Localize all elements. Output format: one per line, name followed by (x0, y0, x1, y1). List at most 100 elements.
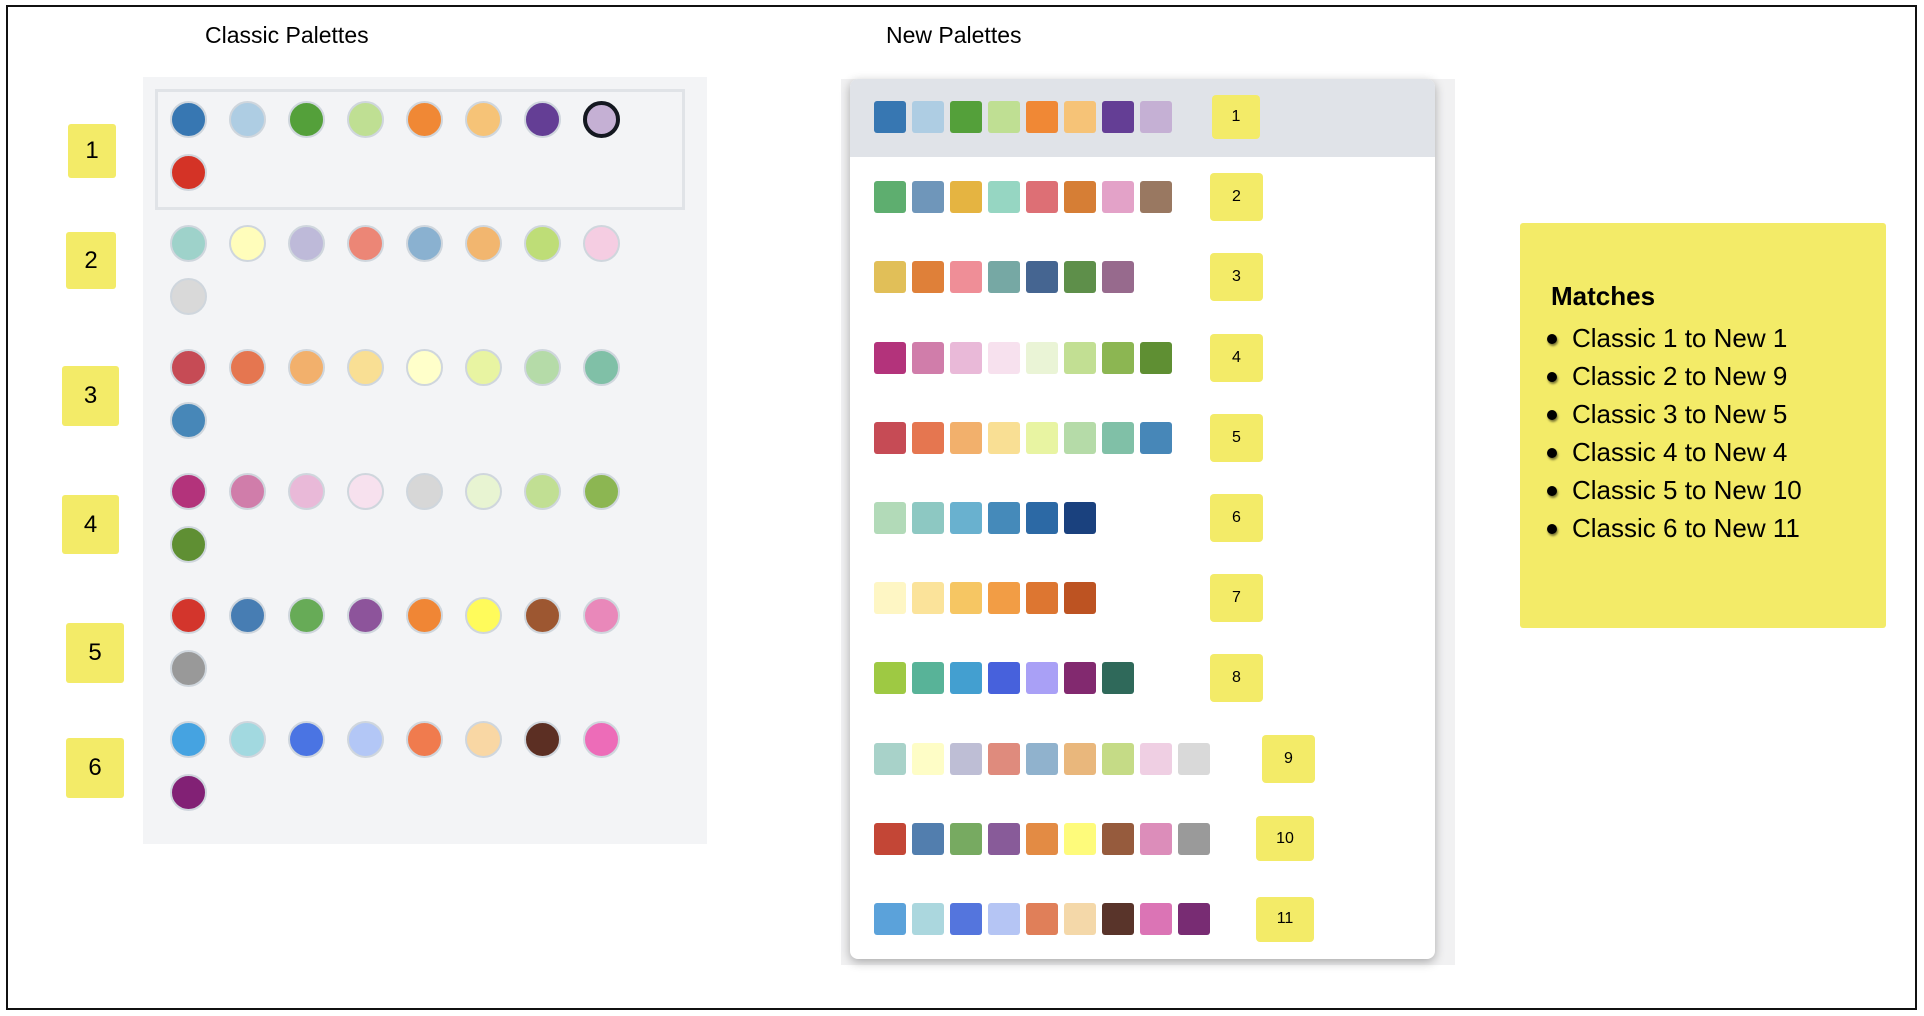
color-swatch-circle[interactable] (524, 225, 561, 262)
color-swatch-square (1064, 742, 1096, 775)
color-swatch-circle[interactable] (229, 721, 266, 758)
color-swatch-circle[interactable] (347, 597, 384, 634)
color-swatch-square (1102, 662, 1134, 695)
color-swatch-square (950, 261, 982, 294)
color-swatch-circle[interactable] (465, 721, 502, 758)
new-palette-label: 2 (1210, 173, 1263, 222)
color-swatch-circle[interactable] (524, 101, 561, 138)
color-swatch-square (874, 341, 906, 374)
color-swatch-circle[interactable] (347, 473, 384, 510)
color-swatch-circle[interactable] (524, 597, 561, 634)
color-swatch-circle[interactable] (347, 721, 384, 758)
color-swatch-circle[interactable] (583, 225, 620, 262)
color-swatch-circle[interactable] (347, 225, 384, 262)
color-swatch-square (988, 101, 1020, 133)
color-swatch-square (912, 742, 944, 775)
classic-palette-label: 5 (66, 623, 124, 683)
color-swatch-circle[interactable] (406, 597, 443, 634)
color-swatch-square (874, 502, 906, 534)
color-swatch-square (988, 742, 1020, 775)
color-swatch-square (1026, 903, 1058, 935)
color-swatch-circle[interactable] (406, 225, 443, 262)
match-item-text: Classic 3 to New 5 (1572, 399, 1788, 429)
color-swatch-circle[interactable] (288, 349, 325, 386)
color-swatch-circle[interactable] (524, 349, 561, 386)
color-swatch-circle[interactable] (288, 597, 325, 634)
color-swatch-circle[interactable] (406, 721, 443, 758)
color-swatch-square (874, 181, 906, 214)
color-swatch-circle[interactable] (170, 526, 207, 563)
color-swatch-square (1026, 101, 1058, 133)
color-swatch-square (912, 903, 944, 935)
color-swatch-square (1064, 261, 1096, 294)
color-swatch-square (1026, 421, 1058, 454)
color-swatch-square (950, 903, 982, 935)
color-swatch-circle[interactable] (170, 225, 207, 262)
match-item-text: Classic 1 to New 1 (1572, 323, 1788, 353)
color-swatch-square (1102, 903, 1134, 935)
color-swatch-circle[interactable] (406, 101, 443, 138)
color-swatch-circle[interactable] (465, 597, 502, 634)
color-swatch-circle[interactable] (229, 473, 266, 510)
classic-palette-label: 1 (68, 124, 116, 178)
color-swatch-circle[interactable] (229, 349, 266, 386)
color-swatch-square (912, 822, 944, 855)
color-swatch-circle[interactable] (229, 597, 266, 634)
color-swatch-circle[interactable] (288, 225, 325, 262)
color-swatch-circle[interactable] (347, 349, 384, 386)
color-swatch-circle[interactable] (229, 101, 266, 138)
color-swatch-circle[interactable] (406, 473, 443, 510)
color-swatch-square (1102, 181, 1134, 214)
color-swatch-square (912, 341, 944, 374)
bullet-icon (1547, 334, 1557, 344)
color-swatch-square (950, 742, 982, 775)
matches-note: Matches Classic 1 to New 1 Classic 2 to N… (1520, 223, 1886, 628)
color-swatch-square (1140, 822, 1172, 855)
color-swatch-square (1064, 101, 1096, 133)
color-swatch-circle[interactable] (583, 721, 620, 758)
color-swatch-circle[interactable] (170, 650, 207, 687)
color-swatch-square (912, 261, 944, 294)
color-swatch-circle[interactable] (170, 721, 207, 758)
color-swatch-circle[interactable] (583, 349, 620, 386)
color-swatch-circle[interactable] (465, 225, 502, 262)
color-swatch-circle[interactable] (583, 101, 620, 138)
color-swatch-circle[interactable] (288, 473, 325, 510)
color-swatch-square (988, 181, 1020, 214)
color-swatch-square (1178, 903, 1210, 935)
color-swatch-circle[interactable] (170, 774, 207, 811)
color-swatch-circle[interactable] (170, 278, 207, 315)
color-swatch-circle[interactable] (465, 101, 502, 138)
color-swatch-square (950, 341, 982, 374)
color-swatch-square (1140, 742, 1172, 775)
color-swatch-circle[interactable] (288, 721, 325, 758)
color-swatch-circle[interactable] (170, 597, 207, 634)
match-item-text: Classic 2 to New 9 (1572, 361, 1788, 391)
color-swatch-circle[interactable] (170, 101, 207, 138)
color-swatch-circle[interactable] (465, 349, 502, 386)
color-swatch-circle[interactable] (583, 473, 620, 510)
color-swatch-square (1026, 662, 1058, 695)
color-swatch-square (1026, 341, 1058, 374)
color-swatch-square (1064, 502, 1096, 534)
match-item-text: Classic 5 to New 10 (1572, 475, 1802, 505)
color-swatch-circle[interactable] (406, 349, 443, 386)
color-swatch-circle[interactable] (229, 225, 266, 262)
color-swatch-circle[interactable] (170, 473, 207, 510)
color-swatch-square (988, 822, 1020, 855)
color-swatch-circle[interactable] (170, 402, 207, 439)
color-swatch-square (1178, 742, 1210, 775)
bullet-icon (1547, 486, 1557, 496)
color-swatch-circle[interactable] (583, 597, 620, 634)
color-swatch-circle[interactable] (170, 154, 207, 191)
color-swatch-square (1026, 822, 1058, 855)
bullet-icon (1547, 524, 1557, 534)
color-swatch-circle[interactable] (347, 101, 384, 138)
color-swatch-square (950, 421, 982, 454)
color-swatch-circle[interactable] (465, 473, 502, 510)
color-swatch-circle[interactable] (524, 721, 561, 758)
color-swatch-circle[interactable] (170, 349, 207, 386)
color-swatch-circle[interactable] (524, 473, 561, 510)
color-swatch-circle[interactable] (288, 101, 325, 138)
color-swatch-square (912, 421, 944, 454)
